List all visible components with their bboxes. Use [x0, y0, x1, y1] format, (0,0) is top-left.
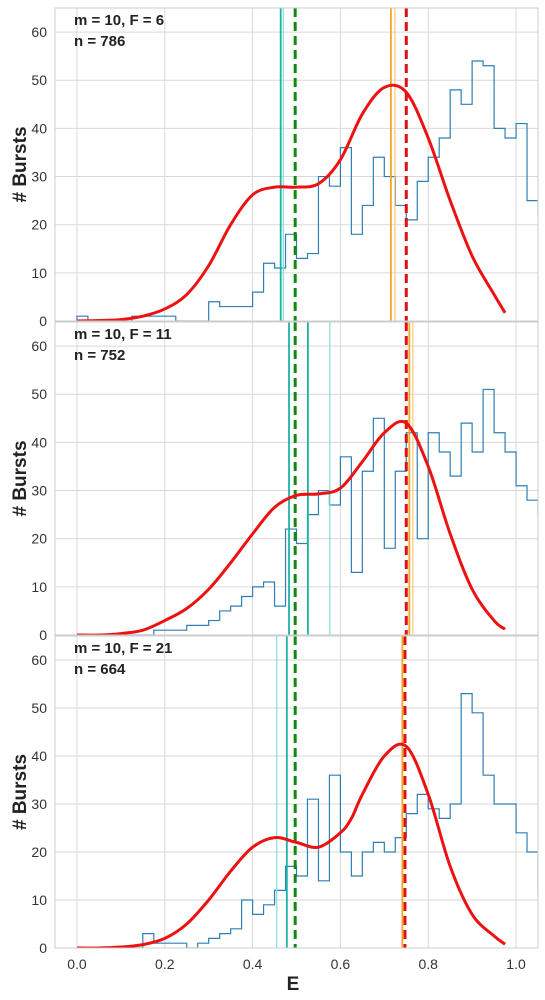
x-axis: 0.0 0.2 0.4 0.6 0.8 1.0 — [67, 956, 526, 972]
panel-frame — [54, 321, 539, 636]
chart-panel-2: 0 10 20 30 40 50 60 m = 10, F = 11 n = 752 # Burs… — [10, 321, 539, 643]
panel-frame — [54, 635, 539, 949]
plot-area — [76, 8, 538, 321]
panels: 0 10 20 30 40 50 60 m = 10, F = 6 n = 786 # Burst… — [10, 7, 539, 956]
x-tick-label: 0.6 — [331, 956, 351, 972]
x-tick-label: 0.0 — [67, 956, 87, 972]
y-tick-label: 10 — [31, 579, 47, 595]
x-tick-label: 0.4 — [243, 956, 263, 972]
y-axis-label: # Bursts — [10, 440, 31, 516]
chart-panel-3: 0 10 20 30 40 50 60 m = 10, F = 21 n = 664 # Burs… — [10, 635, 539, 956]
panel-annotation: n = 752 — [74, 347, 125, 364]
fit-curve — [76, 83, 507, 321]
panel-annotation: n = 664 — [74, 661, 126, 678]
panel-annotation: m = 10, F = 21 — [74, 640, 172, 657]
panel-annotation: n = 786 — [74, 33, 125, 50]
y-tick-label: 60 — [31, 652, 47, 668]
fit-curve — [76, 419, 506, 635]
panel-frame — [54, 7, 539, 322]
x-axis-label: E — [287, 974, 300, 995]
panel-annotation: m = 10, F = 11 — [74, 326, 172, 343]
plot-area — [76, 636, 538, 948]
y-tick-label: 50 — [31, 72, 47, 88]
y-tick-label: 30 — [31, 169, 47, 185]
y-tick-label: 40 — [31, 748, 47, 764]
y-tick-label: 50 — [31, 700, 47, 716]
plot-area — [76, 322, 538, 635]
x-tick-label: 0.8 — [418, 956, 438, 972]
y-tick-label: 60 — [31, 24, 47, 40]
y-tick-label: 10 — [31, 892, 47, 908]
fit-curve — [76, 742, 506, 948]
y-tick-label: 30 — [31, 796, 47, 812]
y-tick-label: 50 — [31, 386, 47, 402]
y-tick-label: 40 — [31, 434, 47, 450]
chart-panel-1: 0 10 20 30 40 50 60 m = 10, F = 6 n = 786 # Burst… — [10, 7, 539, 329]
histogram-steps — [76, 388, 538, 635]
y-tick-label: 10 — [31, 265, 47, 281]
x-tick-label: 0.2 — [155, 956, 175, 972]
y-tick-label: 30 — [31, 483, 47, 499]
y-tick-label: 0 — [39, 627, 47, 643]
y-tick-label: 0 — [39, 313, 47, 329]
x-tick-label: 1.0 — [506, 956, 526, 972]
y-tick-label: 60 — [31, 338, 47, 354]
y-tick-label: 20 — [31, 531, 47, 547]
histogram-steps — [76, 693, 538, 948]
y-tick-label: 20 — [31, 217, 47, 233]
y-axis-label: # Bursts — [10, 754, 31, 830]
y-tick-label: 20 — [31, 844, 47, 860]
histogram-steps — [76, 60, 538, 321]
panel-annotation: m = 10, F = 6 — [74, 12, 164, 29]
y-axis-label: # Bursts — [10, 126, 31, 202]
y-tick-label: 40 — [31, 120, 47, 136]
y-tick-label: 0 — [39, 940, 47, 956]
